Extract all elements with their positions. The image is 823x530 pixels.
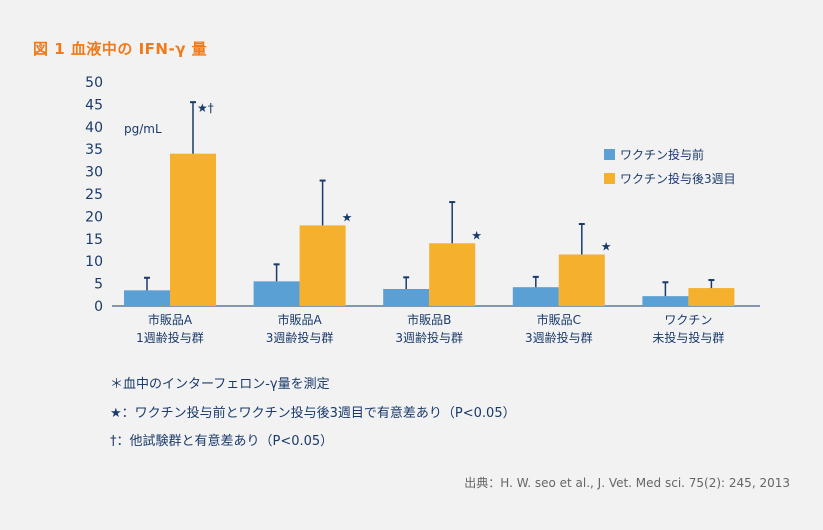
bar — [299, 225, 346, 306]
x-tick-label: 3週齢投与群 — [395, 330, 463, 345]
x-tick-label: 3週齢投与群 — [266, 330, 334, 345]
bar — [429, 243, 476, 306]
bar — [512, 287, 559, 306]
y-tick-label: 15 — [85, 232, 103, 248]
bar — [642, 296, 689, 306]
x-tick-label: 3週齢投与群 — [525, 330, 593, 345]
x-tick-label: 市販品C — [537, 312, 581, 327]
y-tick-label: 25 — [85, 187, 103, 203]
y-tick-label: 35 — [85, 142, 103, 158]
x-tick-label: 未投与投与群 — [652, 330, 724, 345]
figure-title: 図 1 血液中の IFN-γ 量 — [33, 40, 208, 58]
legend-swatch — [604, 173, 615, 184]
y-tick-label: 45 — [85, 97, 103, 113]
y-tick-label: 0 — [94, 299, 103, 315]
y-tick-label: 40 — [85, 120, 103, 136]
bar — [558, 254, 605, 306]
note-star: ★：ワクチン投与前とワクチン投与後3週目で有意差あり（P<0.05） — [110, 406, 516, 421]
legend-label: ワクチン投与前 — [620, 147, 704, 162]
legend-label: ワクチン投与後3週目 — [620, 171, 736, 186]
significance-marker: ★† — [197, 101, 214, 115]
bar — [170, 153, 216, 306]
bar — [688, 288, 735, 306]
x-tick-label: 市販品B — [407, 312, 451, 327]
y-tick-label: 30 — [85, 165, 103, 181]
bar — [253, 281, 300, 306]
note-measure: ＊血中のインターフェロン-γ量を測定 — [110, 377, 330, 392]
x-tick-label: ワクチン — [664, 313, 712, 327]
y-unit-label: pg/mL — [124, 122, 162, 136]
bar — [383, 288, 430, 306]
x-tick-label: 1週齢投与群 — [136, 330, 204, 345]
chart-bars — [124, 101, 735, 306]
y-tick-label: 50 — [85, 75, 103, 91]
y-tick-label: 20 — [85, 209, 103, 225]
source-citation: 出典：H. W. seo et al., J. Vet. Med sci. 75… — [464, 476, 790, 490]
chart-labels: 市販品A1週齢投与群市販品A3週齢投与群市販品B3週齢投与群市販品C3週齢投与群… — [136, 101, 724, 345]
y-tick-label: 5 — [94, 277, 103, 293]
significance-marker: ★ — [601, 239, 612, 253]
note-dagger: †：他試験群と有意差あり（P<0.05） — [110, 434, 334, 449]
y-tick-label: 10 — [85, 254, 103, 270]
significance-marker: ★ — [342, 210, 353, 224]
bar — [124, 290, 170, 306]
x-tick-label: 市販品A — [277, 312, 322, 327]
legend-swatch — [604, 149, 615, 160]
significance-marker: ★ — [471, 228, 482, 242]
x-tick-label: 市販品A — [148, 312, 193, 327]
